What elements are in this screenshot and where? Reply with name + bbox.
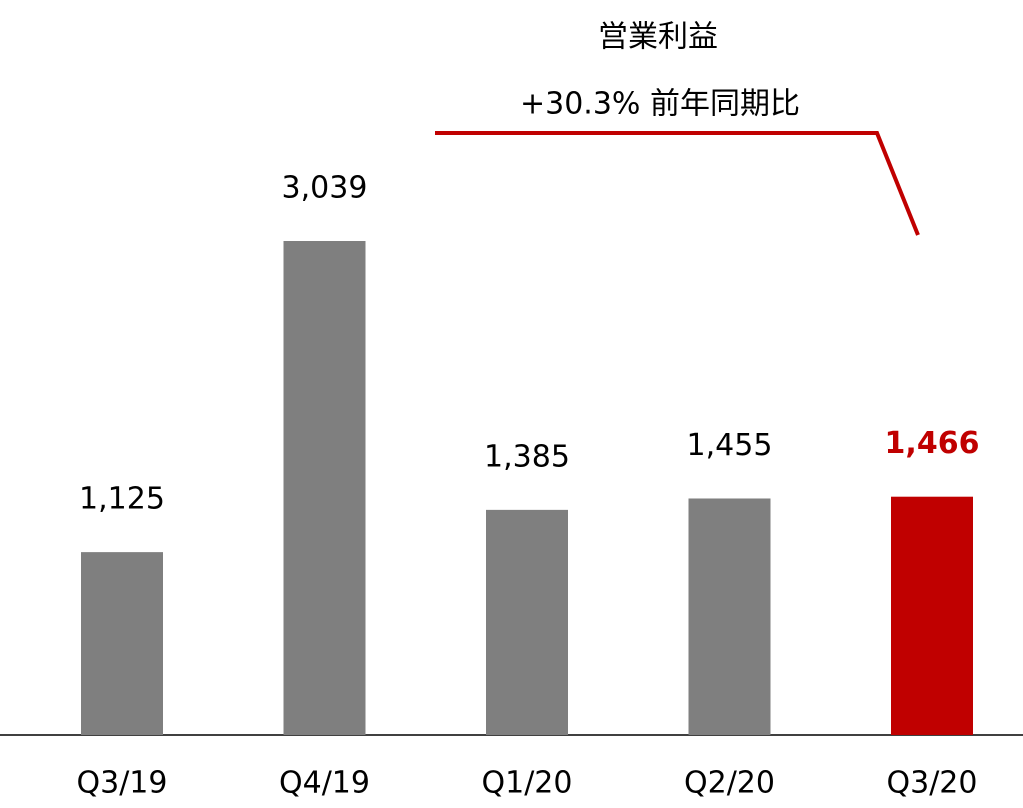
x-tick-label: Q2/20 <box>684 766 775 801</box>
bar <box>891 496 973 735</box>
x-tick-label: Q3/19 <box>77 766 168 801</box>
bar <box>283 241 366 735</box>
bar <box>81 552 163 735</box>
annotation-line <box>435 131 920 236</box>
bar <box>486 509 568 735</box>
x-tick-label: Q3/20 <box>887 766 978 801</box>
x-tick-label: Q1/20 <box>482 766 573 801</box>
value-label: 1,466 <box>885 426 980 461</box>
value-label: 1,385 <box>484 439 570 474</box>
value-label: 1,125 <box>79 482 165 517</box>
chart-title: 営業利益 <box>598 20 718 55</box>
value-label: 1,455 <box>687 428 773 463</box>
bar <box>688 498 771 735</box>
value-label: 3,039 <box>282 171 368 206</box>
x-tick-label: Q4/19 <box>279 766 370 801</box>
annotation: +30.3% 前年同期比 <box>520 87 800 122</box>
